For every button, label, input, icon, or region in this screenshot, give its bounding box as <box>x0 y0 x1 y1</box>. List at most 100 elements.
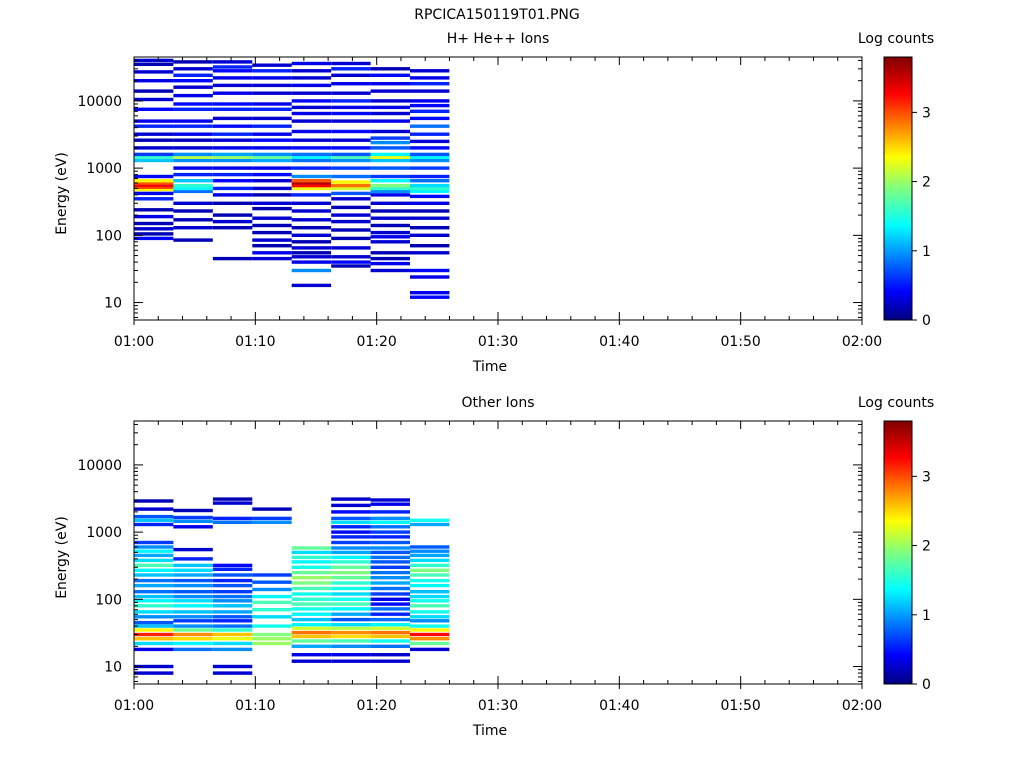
spectrogram-cell <box>252 580 292 584</box>
spectrogram-cell <box>252 102 292 106</box>
spectrogram-cell <box>331 186 371 191</box>
spectrogram-cell <box>252 520 292 524</box>
spectrogram-cell <box>252 624 292 628</box>
spectrogram-cell <box>134 628 174 632</box>
spectrogram-cell <box>134 181 174 185</box>
spectrogram-cell <box>331 607 371 611</box>
spectrogram-cell <box>173 102 213 106</box>
spectrogram-cell <box>370 546 410 550</box>
spectrogram-cell <box>212 146 253 150</box>
spectrogram-cell <box>370 111 410 116</box>
spectrogram-cell <box>173 583 213 588</box>
spectrogram-cell <box>331 639 371 643</box>
spectrogram-cell <box>370 530 410 534</box>
spectrogram-cell <box>134 155 174 159</box>
spectrogram-cell <box>291 283 332 288</box>
spectrogram-cell <box>410 549 450 553</box>
spectrogram-cell <box>173 172 213 177</box>
spectrogram-cell <box>173 647 213 652</box>
spectrogram-cell <box>134 615 174 619</box>
spectrogram-cell <box>410 590 450 594</box>
spectrogram-cell <box>331 597 371 601</box>
spectrogram-cell <box>370 520 410 524</box>
spectrogram-cell <box>370 644 410 648</box>
spectrogram-cell <box>173 641 213 646</box>
spectrogram-cell <box>291 634 332 639</box>
spectrogram-cell <box>252 251 292 255</box>
spectrogram-cell <box>173 85 213 89</box>
spectrogram-cell <box>370 99 410 103</box>
spectrogram-cell <box>212 179 253 183</box>
spectrogram-cell <box>252 206 292 211</box>
colorbar-tick-label: 3 <box>922 105 931 121</box>
y-tick-label: 100 <box>95 592 122 608</box>
spectrogram-cell <box>212 619 253 623</box>
spectrogram-cell <box>370 155 410 159</box>
spectrogram-cell <box>252 172 292 177</box>
spectrogram-cell <box>212 91 253 95</box>
spectrogram-cell <box>173 209 213 213</box>
spectrogram-cell <box>331 99 371 103</box>
spectrogram-cell <box>173 610 213 614</box>
spectrogram-cell <box>134 227 174 231</box>
spectrogram-cell <box>291 255 332 259</box>
spectrogram-cell <box>370 268 410 273</box>
spectrogram-cell <box>291 105 332 110</box>
spectrogram-cell <box>370 535 410 539</box>
spectrogram-cell <box>212 193 253 197</box>
spectrogram-cell <box>370 581 410 585</box>
x-tick-label: 01:40 <box>599 698 639 714</box>
spectrogram-cell <box>410 604 450 608</box>
spectrogram-cell <box>370 570 410 575</box>
spectrogram-cell <box>252 632 292 637</box>
spectrogram-cell <box>291 158 332 163</box>
spectrogram-cell <box>173 519 213 523</box>
spectrogram-cell <box>212 213 253 217</box>
spectrogram-cell <box>370 602 410 606</box>
spectrogram-cell <box>331 246 371 250</box>
spectrogram-cell <box>370 653 410 657</box>
spectrogram-cell <box>291 602 332 606</box>
spectrogram-cell <box>370 235 410 239</box>
spectrogram-cell <box>410 641 450 646</box>
spectrogram-cell <box>291 555 332 560</box>
spectrogram-cell <box>134 641 174 646</box>
spectrogram-cell <box>331 525 371 529</box>
spectrogram-cell <box>134 637 174 641</box>
spectrogram-cell <box>134 158 174 163</box>
spectrogram-cell <box>370 510 410 514</box>
spectrogram-cell <box>212 563 253 568</box>
spectrogram-cell <box>370 179 410 183</box>
spectrogram-cell <box>410 158 450 163</box>
spectrogram-cell <box>331 550 371 555</box>
spectrogram-cell <box>134 568 174 572</box>
spectrogram-cell <box>212 604 253 608</box>
y-axis-label: Energy (eV) <box>54 516 70 599</box>
spectrogram-cell <box>173 568 213 572</box>
spectrogram-cell <box>173 226 213 230</box>
spectrogram-cell <box>173 119 213 123</box>
colorbar-label: Log counts <box>858 31 934 47</box>
spectrogram-cell <box>331 503 371 508</box>
spectrogram-cell <box>331 73 371 77</box>
spectrogram-cell <box>410 146 450 150</box>
spectrogram-cell <box>173 590 213 594</box>
y-tick-label: 10000 <box>77 94 122 110</box>
spectrogram-cell <box>134 583 174 588</box>
spectrogram-cell <box>173 632 213 637</box>
spectrogram-cell <box>173 557 213 561</box>
spectrogram-cell <box>291 226 332 230</box>
spectrogram-cell <box>410 632 450 637</box>
spectrogram-cell <box>173 67 213 71</box>
spectrogram-cell <box>252 155 292 159</box>
colorbar-tick-label: 1 <box>922 608 931 624</box>
spectrogram-cell <box>370 119 410 123</box>
spectrogram-cell <box>252 166 292 170</box>
spectrogram-cell <box>291 597 332 601</box>
x-tick-label: 01:30 <box>478 334 518 350</box>
spectrogram-cell <box>370 129 410 134</box>
spectrogram-cell <box>370 140 410 145</box>
spectrogram-cell <box>212 186 253 191</box>
spectrogram-cell <box>252 107 292 111</box>
spectrogram-cell <box>212 132 253 136</box>
